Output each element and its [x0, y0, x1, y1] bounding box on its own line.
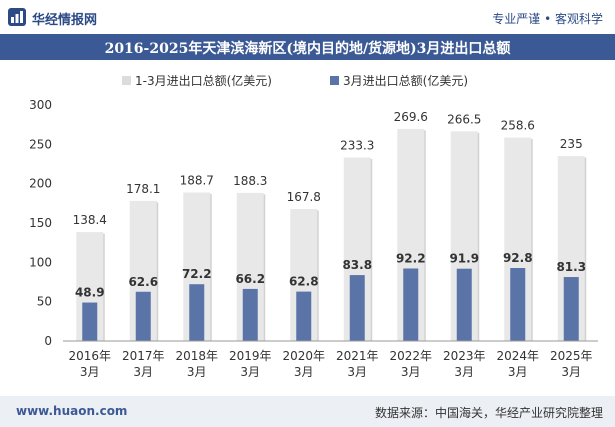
total-value-label: 188.3	[233, 174, 267, 188]
y-tick-label: 250	[29, 137, 52, 151]
x-tick-label: 3月	[294, 365, 314, 379]
x-tick-label: 3月	[401, 365, 421, 379]
total-value-label: 235	[560, 137, 583, 151]
bar-chart: 1-3月进出口总额(亿美元) 3月进出口总额(亿美元) 0 50 100 150 200 25…	[29, 73, 598, 379]
march-bar	[296, 291, 312, 341]
march-bar	[510, 267, 526, 341]
legend-swatch	[330, 76, 339, 85]
total-value-label: 138.4	[73, 213, 107, 227]
y-tick-label: 200	[29, 177, 52, 191]
footer-website: www.huaon.com	[16, 404, 128, 418]
x-tick-label: 3月	[80, 365, 100, 379]
footer-source: 数据来源：中国海关，华经产业研究院整理	[374, 406, 603, 420]
x-tick-label: 3月	[187, 365, 207, 379]
march-value-label: 81.3	[556, 260, 586, 274]
x-tick-label: 2017年	[122, 349, 165, 363]
brand-tagline: 专业严谨 • 客观科学	[492, 12, 603, 26]
total-value-label: 269.6	[394, 110, 428, 124]
footer-bar: www.huaon.com 数据来源：中国海关，华经产业研究院整理	[0, 396, 615, 427]
x-tick-label: 3月	[347, 365, 367, 379]
x-tick-label: 2022年	[389, 349, 432, 363]
march-bar	[456, 268, 472, 341]
march-bar	[403, 268, 419, 341]
y-tick-label: 300	[29, 98, 52, 112]
legend-label: 3月进出口总额(亿美元)	[343, 73, 468, 88]
march-bar	[563, 277, 579, 341]
x-tick-label: 2016年	[68, 349, 111, 363]
total-value-label: 266.5	[447, 112, 481, 126]
brand-name: 华经情报网	[32, 13, 98, 28]
total-value-label: 258.6	[501, 119, 535, 133]
x-tick-label: 2024年	[496, 349, 539, 363]
x-tick-label: 2021年	[336, 349, 379, 363]
x-tick-label: 3月	[561, 365, 581, 379]
total-value-label: 178.1	[126, 182, 160, 196]
legend-label: 1-3月进出口总额(亿美元)	[135, 73, 272, 88]
x-tick-label: 3月	[133, 365, 153, 379]
march-value-label: 62.6	[128, 275, 158, 289]
y-tick-label: 100	[29, 255, 52, 269]
y-tick-label: 0	[44, 334, 52, 348]
top-bar: 华经情报网 专业严谨 • 客观科学	[0, 0, 615, 34]
legend-swatch	[122, 76, 131, 85]
march-bar	[242, 288, 258, 341]
title-bar: 2016-2025年天津滨海新区(境内目的地/货源地)3月进出口总额	[0, 34, 615, 60]
march-value-label: 72.2	[182, 267, 212, 281]
march-value-label: 92.8	[503, 251, 533, 265]
x-tick-label: 2025年	[550, 349, 593, 363]
x-tick-label: 3月	[454, 365, 474, 379]
march-value-label: 66.2	[235, 272, 265, 286]
x-tick-label: 3月	[508, 365, 528, 379]
march-value-label: 62.8	[289, 275, 319, 289]
march-value-label: 92.2	[396, 251, 426, 265]
march-bar	[349, 275, 365, 341]
x-tick-label: 3月	[240, 365, 260, 379]
total-value-label: 233.3	[340, 138, 374, 152]
march-bar	[82, 302, 98, 341]
y-tick-label: 50	[37, 295, 52, 309]
y-tick-label: 150	[29, 216, 52, 230]
march-value-label: 48.9	[75, 286, 105, 300]
march-value-label: 83.8	[342, 258, 372, 272]
chart-title: 2016-2025年天津滨海新区(境内目的地/货源地)3月进出口总额	[104, 41, 511, 57]
march-bar	[135, 291, 151, 341]
total-value-label: 167.8	[287, 190, 321, 204]
total-value-label: 188.7	[180, 174, 214, 188]
x-tick-label: 2023年	[443, 349, 486, 363]
march-value-label: 91.9	[449, 252, 479, 266]
march-bar	[189, 284, 205, 341]
logo-icon	[8, 8, 26, 26]
x-tick-label: 2019年	[229, 349, 272, 363]
x-tick-label: 2020年	[282, 349, 325, 363]
x-tick-label: 2018年	[175, 349, 218, 363]
